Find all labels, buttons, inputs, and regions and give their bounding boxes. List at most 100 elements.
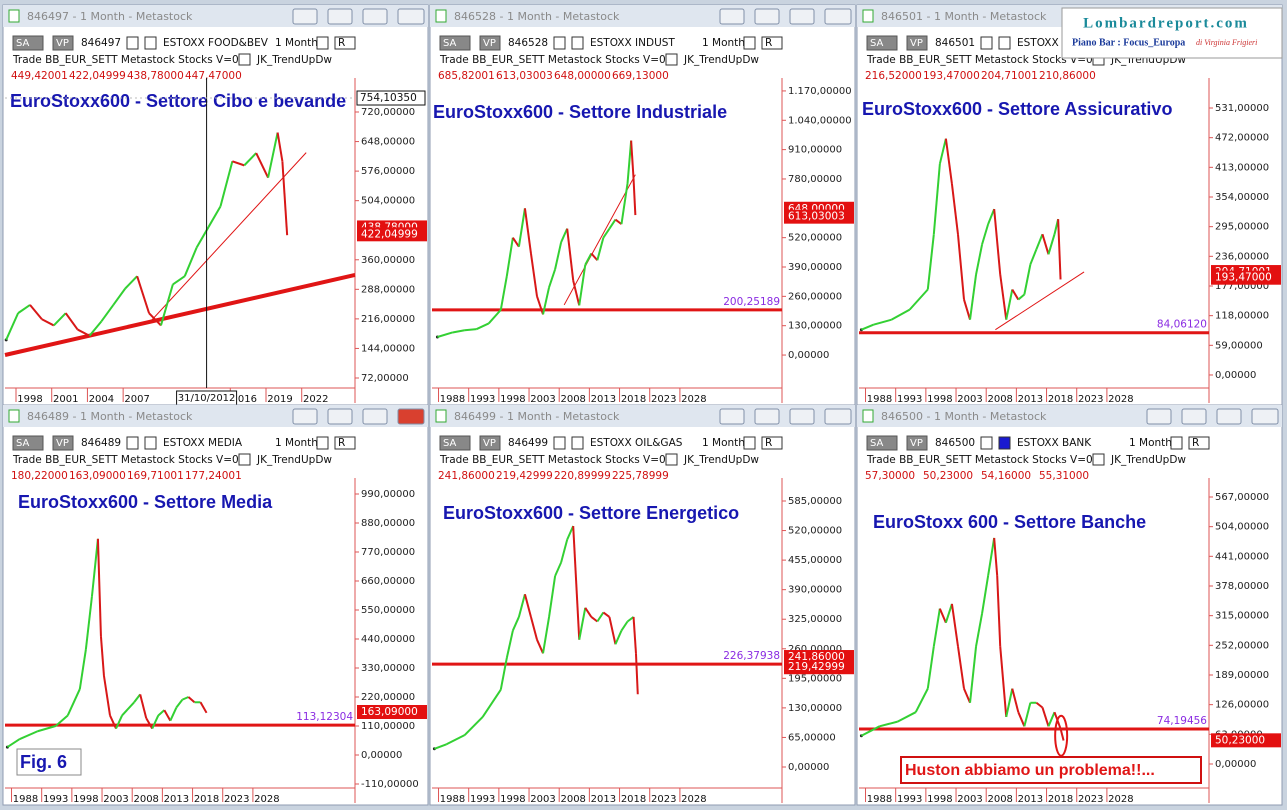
r-button[interactable] [761, 36, 783, 50]
y-tick-label: 126,00000 [1215, 700, 1269, 711]
toolbar-button[interactable] [906, 435, 928, 451]
window-button[interactable] [327, 408, 353, 425]
dropdown[interactable] [571, 436, 584, 450]
close-button[interactable] [397, 408, 425, 425]
indicator: JK_TrendUpDw [683, 54, 759, 66]
window-button[interactable] [327, 8, 353, 25]
price-segment [536, 296, 544, 315]
window-button[interactable] [362, 8, 388, 25]
price-tag [1211, 733, 1281, 748]
logo-box [1061, 7, 1283, 59]
window-button[interactable] [789, 8, 815, 25]
price-segment [632, 616, 637, 654]
ohlc-value: 449,42001 [11, 70, 68, 82]
toolbar-button[interactable] [479, 435, 501, 451]
dropdown[interactable] [998, 436, 1011, 450]
price-tag [784, 660, 854, 675]
dropdown[interactable] [144, 36, 157, 50]
close-button[interactable] [1251, 408, 1279, 425]
checkbox[interactable] [238, 53, 251, 66]
window-button[interactable] [754, 8, 780, 25]
window-button[interactable] [719, 8, 745, 25]
toolbar-button[interactable] [906, 35, 928, 51]
toolbar-button-label: VP [483, 38, 496, 49]
price-segment [993, 537, 999, 576]
toolbar-button[interactable] [52, 35, 74, 51]
window-button[interactable] [362, 408, 388, 425]
indicator: JK_TrendUpDw [256, 454, 332, 466]
window-button[interactable] [1216, 408, 1242, 425]
r-button[interactable] [761, 436, 783, 450]
price-segment [1011, 288, 1020, 301]
toolbar-button[interactable] [866, 435, 898, 451]
dropdown[interactable] [980, 436, 993, 450]
toolbar-button[interactable] [439, 35, 471, 51]
price-segment [590, 616, 598, 623]
price-segment [1047, 233, 1056, 255]
price-segment [944, 138, 953, 185]
toolbar-button[interactable] [12, 435, 44, 451]
dropdown[interactable] [144, 436, 157, 450]
toolbar-button[interactable] [479, 35, 501, 51]
y-tick-label: 990,00000 [361, 489, 415, 500]
price-segment [987, 537, 996, 576]
title-bar [430, 5, 855, 27]
dropdown[interactable] [998, 36, 1011, 50]
checkbox[interactable] [238, 453, 251, 466]
r-button[interactable] [1188, 436, 1210, 450]
checkbox[interactable] [665, 53, 678, 66]
price-segment [969, 646, 978, 703]
price-segment [975, 613, 984, 647]
x-tick-label: 2019 [267, 394, 292, 405]
r-button[interactable] [334, 436, 356, 450]
window-button[interactable] [754, 408, 780, 425]
x-tick-label: 2013 [591, 394, 616, 405]
price-segment [499, 657, 508, 690]
dropdown[interactable] [316, 36, 329, 50]
price-segment [861, 323, 874, 331]
price-segment [620, 620, 629, 632]
close-button[interactable] [824, 408, 852, 425]
toolbar-button[interactable] [52, 435, 74, 451]
dropdown[interactable] [1170, 436, 1183, 450]
r-button[interactable] [334, 36, 356, 50]
y-tick-label: 1.040,00000 [788, 115, 852, 126]
dropdown[interactable] [743, 436, 756, 450]
dropdown[interactable] [553, 436, 566, 450]
toolbar-button[interactable] [12, 35, 44, 51]
y-tick-label: 441,00000 [1215, 551, 1269, 562]
price-segment [608, 219, 617, 230]
window-button[interactable] [789, 408, 815, 425]
window-button[interactable] [1146, 408, 1172, 425]
window-button[interactable] [1181, 408, 1207, 425]
dropdown[interactable] [126, 36, 139, 50]
checkbox[interactable] [1092, 453, 1105, 466]
price-segment [182, 696, 189, 701]
close-button[interactable] [824, 8, 852, 25]
toolbar-button[interactable] [866, 35, 898, 51]
checkbox[interactable] [665, 453, 678, 466]
dropdown[interactable] [553, 36, 566, 50]
dropdown[interactable] [743, 36, 756, 50]
window-button[interactable] [719, 408, 745, 425]
x-tick-label: 2003 [957, 394, 982, 405]
dropdown[interactable] [571, 36, 584, 50]
dropdown[interactable] [316, 436, 329, 450]
close-button[interactable] [397, 8, 425, 25]
price-segment [1005, 688, 1014, 718]
y-tick-label: 118,00000 [1215, 311, 1269, 322]
price-segment [505, 630, 514, 659]
dropdown[interactable] [126, 436, 139, 450]
price-segment [434, 743, 447, 750]
toolbar-button[interactable] [439, 435, 471, 451]
window-button[interactable] [292, 408, 318, 425]
price-segment [956, 646, 965, 689]
price-segment [452, 329, 465, 334]
dropdown[interactable] [980, 36, 993, 50]
y-tick-label: 585,00000 [788, 496, 842, 507]
price-segment [499, 275, 508, 311]
y-tick-label: 72,00000 [361, 373, 409, 384]
window-button[interactable] [292, 8, 318, 25]
x-tick-label: 2013 [1018, 794, 1043, 805]
